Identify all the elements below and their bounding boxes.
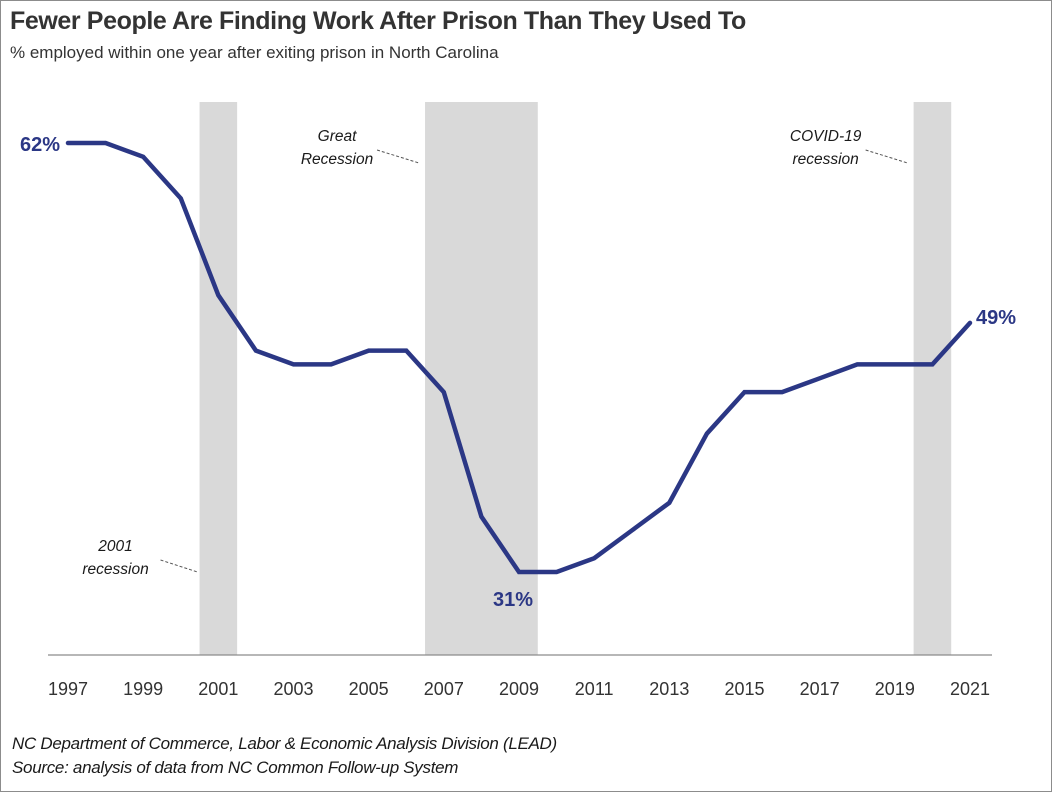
x-tick-label-2005: 2005: [349, 679, 389, 699]
data-label-2009: 31%: [493, 589, 533, 611]
series-line: [65, 140, 973, 575]
x-tick-label-2001: 2001: [198, 679, 238, 699]
x-tick-label-2011: 2011: [575, 679, 614, 699]
annotation-2001-recession: 2001 recession: [82, 538, 148, 578]
x-tick-label-2007: 2007: [424, 679, 464, 699]
chart-subtitle: % employed within one year after exiting…: [10, 43, 499, 62]
annotation-line: Recession: [301, 151, 373, 168]
annotation-line: Great: [318, 128, 357, 145]
annotation-covid-19-recession: COVID-19 recession: [790, 128, 862, 168]
annotation-line: COVID-19: [790, 128, 862, 145]
annotation-leader-line: [376, 149, 420, 164]
x-tick-label-1999: 1999: [123, 679, 163, 699]
recession-bands: [199, 102, 952, 655]
data-label-1997: 62%: [20, 134, 60, 156]
x-tick-label-2019: 2019: [875, 679, 915, 699]
footer-attribution: NC Department of Commerce, Labor & Econo…: [12, 734, 557, 753]
recession-band-great-recession: [425, 102, 538, 655]
recession-band-covid-19-recession: [913, 102, 952, 655]
data-labels: 62% 31% 49%: [20, 134, 1016, 611]
recession-band-2001-recession: [199, 102, 238, 655]
x-tick-label-2013: 2013: [649, 679, 689, 699]
annotation-line: 2001: [97, 538, 132, 555]
annotation-line: recession: [792, 151, 858, 168]
annotation-leader-line: [160, 559, 198, 573]
x-tick-label-2003: 2003: [273, 679, 313, 699]
x-tick-label-2021: 2021: [950, 679, 990, 699]
annotation-line: recession: [82, 561, 148, 578]
recession-annotations: 2001 recession Great Recession COVID-19 reces…: [82, 128, 908, 578]
x-tick-label-2017: 2017: [800, 679, 840, 699]
x-tick-label-2015: 2015: [724, 679, 764, 699]
annotation-leader-line: [865, 149, 908, 164]
data-label-2021: 49%: [976, 307, 1016, 329]
chart-title: Fewer People Are Finding Work After Pris…: [10, 7, 746, 35]
x-tick-label-2009: 2009: [499, 679, 539, 699]
footer-source: Source: analysis of data from NC Common …: [12, 758, 459, 777]
x-tick-label-1997: 1997: [48, 679, 88, 699]
annotation-great-recession: Great Recession: [301, 128, 373, 168]
x-axis-tick-labels: 1997 1999 2001 2003 2005 2007 2009 2011 2013 2015…: [48, 679, 990, 699]
